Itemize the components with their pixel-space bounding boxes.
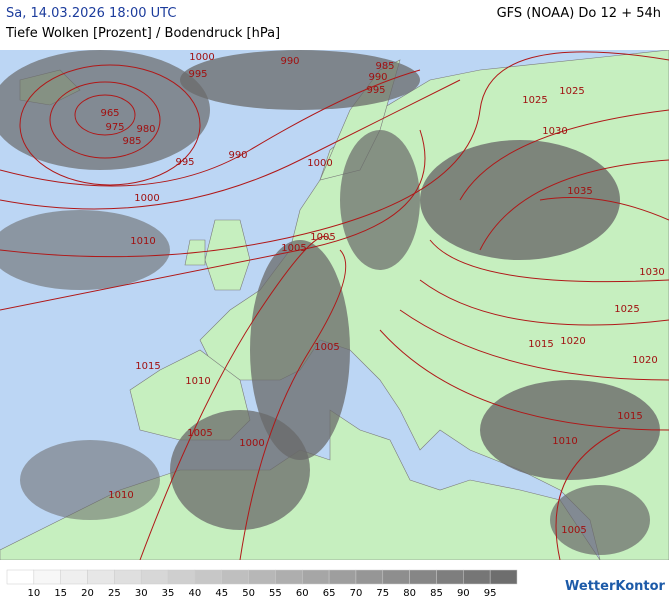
isobar-label: 1000 bbox=[239, 438, 264, 449]
isobar-label: 985 bbox=[122, 136, 141, 147]
clouds bbox=[0, 50, 660, 555]
legend-label: 95 bbox=[484, 588, 497, 599]
legend-swatch bbox=[463, 569, 491, 585]
isobar-label: 1005 bbox=[314, 342, 339, 353]
legend-swatch bbox=[167, 569, 196, 585]
isobar-label: 990 bbox=[228, 150, 247, 161]
isobar-label: 1020 bbox=[632, 355, 657, 366]
isobar-label: 1005 bbox=[281, 243, 306, 254]
legend-swatch bbox=[194, 569, 222, 585]
legend-swatch bbox=[87, 569, 115, 585]
isobar-label: 995 bbox=[188, 69, 207, 80]
legend-label: 65 bbox=[323, 588, 336, 599]
isobar-label: 1025 bbox=[522, 95, 547, 106]
isobar-label: 990 bbox=[280, 56, 299, 67]
legend-label: 80 bbox=[403, 588, 416, 599]
legend-label: 35 bbox=[162, 588, 175, 599]
isobar-label: 1000 bbox=[307, 158, 332, 169]
legend-swatch bbox=[328, 569, 357, 585]
isobar-label: 1010 bbox=[130, 236, 155, 247]
legend-label: 45 bbox=[215, 588, 228, 599]
legend-swatch bbox=[355, 569, 384, 585]
legend-label: 30 bbox=[135, 588, 148, 599]
legend-label: 15 bbox=[54, 588, 67, 599]
model-run: GFS (NOAA) Do 12 + 54h bbox=[496, 6, 661, 21]
legend-swatch bbox=[275, 569, 303, 585]
isobar-label: 1015 bbox=[617, 411, 642, 422]
legend-label: 40 bbox=[189, 588, 202, 599]
isobar-label: 1030 bbox=[542, 126, 567, 137]
isobar-label: 965 bbox=[100, 108, 119, 119]
legend-label: 20 bbox=[81, 588, 94, 599]
isobar-label: 1015 bbox=[135, 361, 160, 372]
legend-label: 50 bbox=[242, 588, 255, 599]
isobar-label: 1010 bbox=[552, 436, 577, 447]
isobar-label: 1010 bbox=[185, 376, 210, 387]
legend-swatch bbox=[382, 569, 410, 585]
legend-swatch bbox=[140, 569, 169, 585]
legend-swatch bbox=[114, 569, 142, 585]
legend-swatch bbox=[489, 569, 518, 585]
isobar-label: 1005 bbox=[561, 525, 586, 536]
isobar-label: 995 bbox=[175, 157, 194, 168]
isobar-label: 1005 bbox=[310, 232, 335, 243]
isobar-label: 1015 bbox=[528, 339, 553, 350]
legend: WetterKontor 10 15 20 25 30 35 40 45 50 55 60 65 70 7… bbox=[6, 569, 666, 599]
legend-label: 70 bbox=[350, 588, 363, 599]
isobar-label: 995 bbox=[366, 85, 385, 96]
legend-label: 90 bbox=[457, 588, 470, 599]
legend-swatch bbox=[221, 569, 249, 585]
legend-label: 60 bbox=[296, 588, 309, 599]
datetime: Sa, 14.03.2026 18:00 UTC bbox=[6, 6, 177, 21]
isobar-label: 1005 bbox=[187, 428, 212, 439]
isobar-label: 1020 bbox=[560, 336, 585, 347]
subtitle: Tiefe Wolken [Prozent] / Bodendruck [hPa… bbox=[6, 26, 281, 41]
isobar-label: 985 bbox=[375, 61, 394, 72]
legend-swatch bbox=[409, 569, 437, 585]
isobar-label: 1010 bbox=[108, 490, 133, 501]
legend-swatch bbox=[6, 569, 35, 585]
isobar-label: 990 bbox=[368, 72, 387, 83]
isobar-label: 975 bbox=[105, 122, 124, 133]
isobar-label: 1000 bbox=[134, 193, 159, 204]
legend-swatch bbox=[248, 569, 276, 585]
legend-label: 55 bbox=[269, 588, 282, 599]
legend-label: 85 bbox=[430, 588, 443, 599]
legend-label: 10 bbox=[27, 588, 40, 599]
isobar-label: 1025 bbox=[614, 304, 639, 315]
isobar-label: 1035 bbox=[567, 186, 592, 197]
isobar-label: 1000 bbox=[189, 52, 214, 63]
legend-label: 75 bbox=[376, 588, 389, 599]
isobar-label: 1030 bbox=[639, 267, 664, 278]
legend-swatch bbox=[302, 569, 330, 585]
isobar-label: 980 bbox=[136, 124, 155, 135]
legend-swatch bbox=[436, 569, 464, 585]
logo: WetterKontor bbox=[565, 579, 666, 594]
isobars bbox=[0, 51, 669, 560]
legend-swatch bbox=[60, 569, 88, 585]
legend-swatch bbox=[33, 569, 61, 585]
legend-label: 25 bbox=[108, 588, 121, 599]
isobar-label: 1025 bbox=[559, 86, 584, 97]
